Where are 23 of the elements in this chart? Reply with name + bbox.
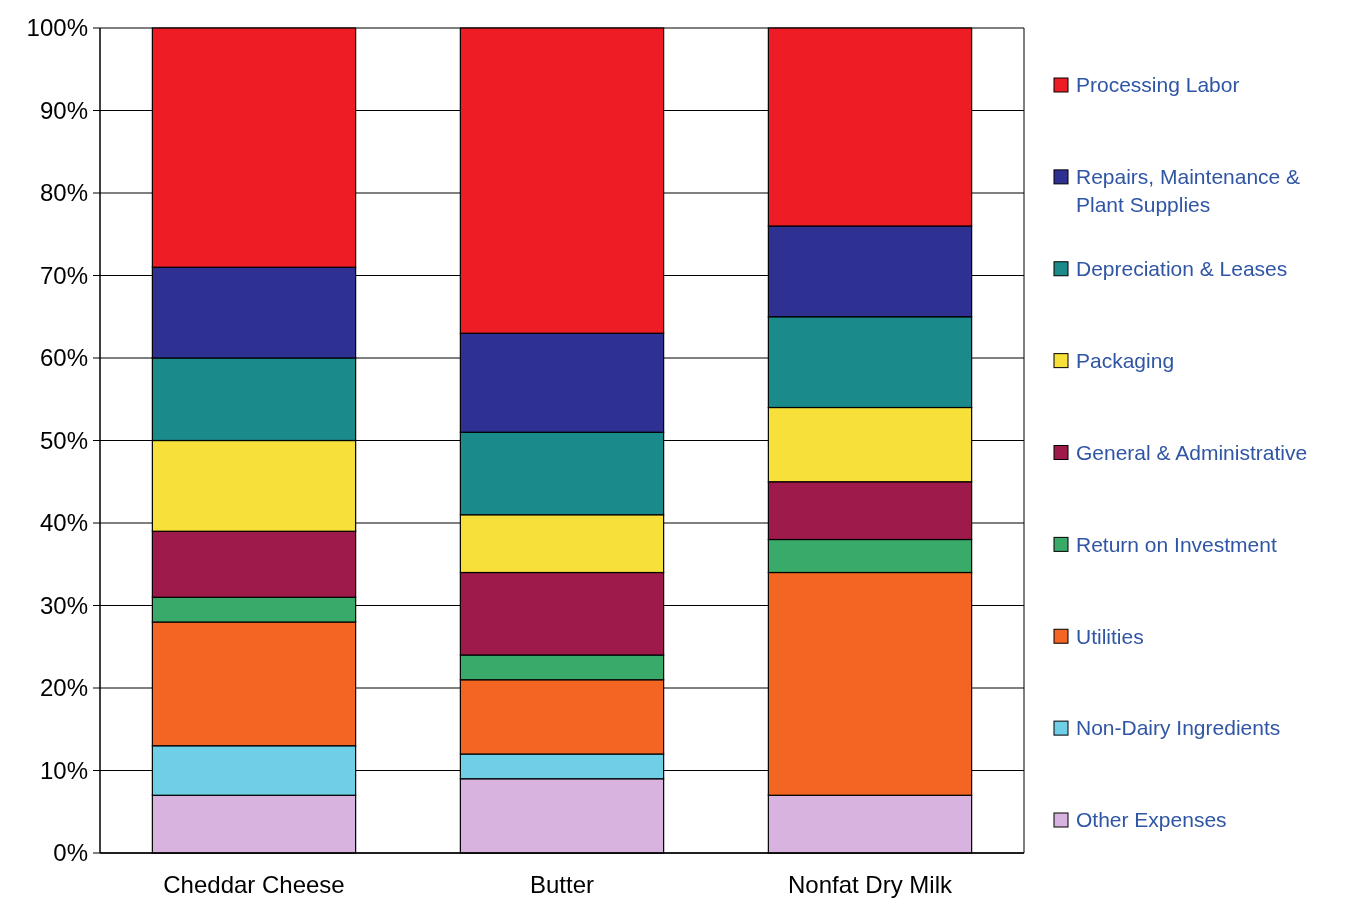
y-tick-label: 100% (26, 14, 88, 42)
legend-label: General & Administrative (1076, 440, 1308, 464)
legend-label: Repairs, Maintenance & Plant Supplies (1076, 165, 1301, 216)
legend-label: Depreciation & Leases (1076, 257, 1288, 281)
y-tick-label: 10% (39, 756, 88, 784)
y-tick-label: 40% (39, 509, 88, 537)
y-tick-label: 80% (39, 179, 88, 207)
y-tick-label: 30% (39, 591, 88, 619)
legend-label: Non-Dairy Ingredients (1076, 716, 1281, 740)
y-tick-label: 70% (39, 261, 88, 289)
x-tick-label: Butter (529, 871, 595, 898)
legend-label: Other Expenses (1076, 808, 1227, 832)
x-tick-label: Cheddar Cheese (163, 871, 345, 898)
legend-label: Packaging (1076, 348, 1175, 372)
y-tick-label: 90% (39, 96, 88, 124)
x-tick-label: Nonfat Dry Milk (787, 871, 954, 898)
legend-label: Utilities (1076, 624, 1144, 648)
y-tick-label: 0% (53, 839, 88, 867)
legend-label: Processing Labor (1076, 73, 1240, 97)
y-tick-label: 50% (39, 426, 88, 454)
y-tick-label: 60% (39, 344, 88, 372)
legend-label: Return on Investment (1076, 532, 1277, 556)
y-tick-label: 20% (39, 674, 88, 702)
